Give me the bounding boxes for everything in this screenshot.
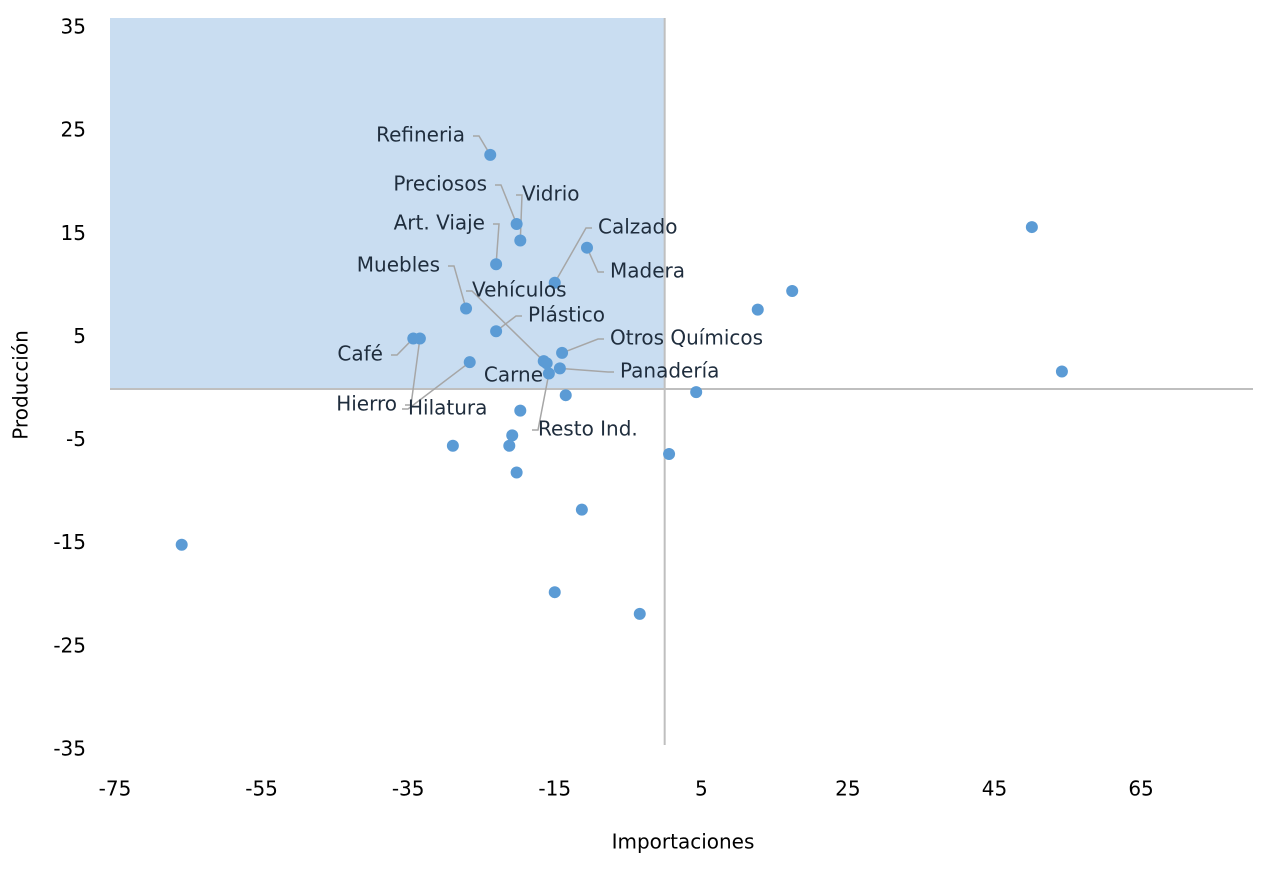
leader-line: [448, 265, 467, 309]
point: [786, 285, 799, 298]
x-tick-label: 45: [982, 777, 1007, 801]
point: [751, 303, 764, 316]
data-label: Hilatura: [408, 396, 487, 420]
point: [506, 429, 519, 442]
data-label: Vehículos: [472, 278, 567, 302]
y-tick-label: -15: [53, 530, 86, 554]
leader-line: [532, 373, 550, 431]
data-label: Carne: [484, 363, 543, 387]
x-tick-label: -35: [392, 777, 425, 801]
data-label: Art. Viaje: [394, 211, 485, 235]
x-tick-label: -75: [99, 777, 132, 801]
data-label: Hierro: [336, 392, 397, 416]
x-tick-label: 5: [695, 777, 708, 801]
point: [690, 386, 703, 399]
data-label: Plástico: [528, 303, 605, 327]
point: [663, 447, 676, 460]
leader-line: [402, 361, 471, 410]
leader-line: [586, 247, 604, 273]
leader-line: [495, 184, 518, 225]
data-label: Preciosos: [393, 172, 487, 196]
leader-line: [466, 290, 545, 362]
point: [542, 367, 555, 380]
x-tick-label: -55: [245, 777, 278, 801]
point: [1055, 365, 1068, 378]
point: [484, 148, 497, 161]
point: [548, 586, 561, 599]
leader-line: [495, 315, 522, 332]
point: [1025, 221, 1038, 234]
leader-line: [561, 338, 604, 354]
data-label: Refineria: [376, 123, 465, 147]
data-label: Café: [337, 342, 383, 366]
data-label: Panadería: [620, 359, 719, 383]
leader-line: [391, 337, 414, 356]
point: [514, 404, 527, 417]
data-label: Madera: [610, 259, 685, 283]
point: [575, 503, 588, 516]
point: [490, 325, 503, 338]
y-tick-label: 5: [73, 324, 86, 348]
leader-line: [493, 223, 500, 265]
point: [514, 234, 527, 247]
point: [175, 538, 188, 551]
x-tick-label: 65: [1128, 777, 1153, 801]
point: [556, 346, 569, 359]
leader-line: [559, 367, 614, 373]
y-tick-label: 25: [61, 118, 86, 142]
point: [580, 241, 593, 254]
point: [548, 276, 561, 289]
x-axis-title: Importaciones: [612, 830, 755, 854]
y-tick-label: -5: [66, 427, 86, 451]
data-label: Otros Químicos: [610, 326, 763, 350]
point: [460, 302, 473, 315]
y-axis-title: Producción: [9, 330, 33, 440]
point: [463, 356, 476, 369]
x-tick-label: -15: [538, 777, 571, 801]
point: [510, 217, 523, 230]
y-tick-label: -25: [53, 633, 86, 657]
point: [553, 362, 566, 375]
data-label: Calzado: [598, 215, 677, 239]
quadrant-shade: [110, 18, 665, 389]
leader-line: [405, 338, 421, 406]
y-tick-label: -35: [53, 737, 86, 761]
leader-line: [554, 227, 592, 284]
point: [413, 332, 426, 345]
point: [503, 439, 516, 452]
x-tick-label: 25: [835, 777, 860, 801]
point: [510, 466, 523, 479]
data-label: Vidrio: [522, 182, 580, 206]
data-label: Resto Ind.: [538, 417, 638, 441]
leader-line: [473, 135, 491, 156]
point: [633, 607, 646, 620]
point: [559, 389, 572, 402]
point: [540, 357, 553, 370]
y-tick-label: 15: [61, 221, 86, 245]
point: [490, 258, 503, 271]
data-label: Muebles: [357, 253, 440, 277]
y-tick-label: 35: [61, 15, 86, 39]
point: [446, 439, 459, 452]
